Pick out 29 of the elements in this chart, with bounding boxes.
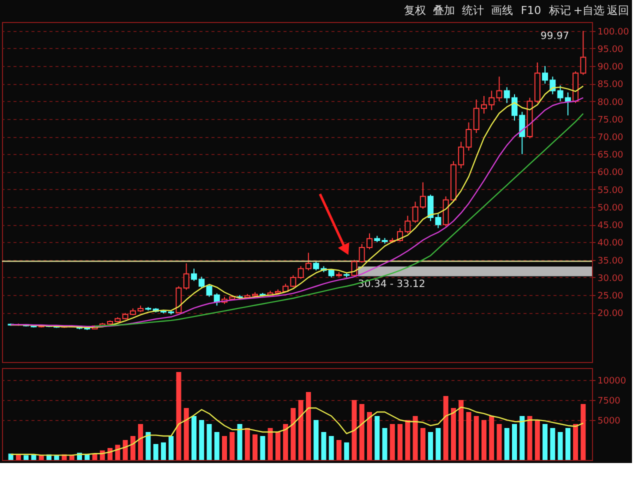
y-tick-label: 7500 bbox=[598, 396, 621, 406]
y-tick-label: 70.00 bbox=[598, 133, 624, 144]
y-tick-label: 40.00 bbox=[598, 238, 624, 249]
y-tick-label: 80.00 bbox=[598, 98, 624, 108]
annotation: 99.97 bbox=[540, 30, 570, 42]
text: 统计 bbox=[462, 4, 484, 17]
y-tick-label: 5000 bbox=[598, 416, 621, 426]
y-tick-label: 20.00 bbox=[598, 309, 624, 320]
y-tick-label: 90.00 bbox=[598, 62, 624, 73]
text: +自选 bbox=[573, 4, 605, 17]
y-tick-label: 95.00 bbox=[598, 44, 624, 55]
y-tick-label: 25.00 bbox=[598, 292, 624, 302]
y-tick-label: 30.00 bbox=[598, 274, 624, 284]
text: 叠加 bbox=[433, 4, 455, 17]
y-tick-label: 10000 bbox=[598, 376, 626, 386]
text: 返回 bbox=[607, 4, 629, 17]
y-tick-label: 100.00 bbox=[598, 27, 630, 38]
y-tick-label: 75.00 bbox=[598, 115, 624, 126]
y-tick-label: 50.00 bbox=[598, 203, 624, 214]
text: 复权 bbox=[404, 4, 426, 17]
y-tick-label: 45.00 bbox=[598, 221, 624, 232]
y-tick-label: 55.00 bbox=[598, 186, 624, 196]
text: F10 bbox=[520, 4, 542, 17]
y-tick-label: 65.00 bbox=[598, 150, 624, 161]
y-tick-label: 35.00 bbox=[598, 256, 624, 266]
text: 画线 bbox=[491, 4, 513, 17]
y-tick-label: 60.00 bbox=[598, 168, 624, 178]
text: 标记 bbox=[548, 4, 571, 17]
y-tick-label: 85.00 bbox=[598, 80, 624, 90]
